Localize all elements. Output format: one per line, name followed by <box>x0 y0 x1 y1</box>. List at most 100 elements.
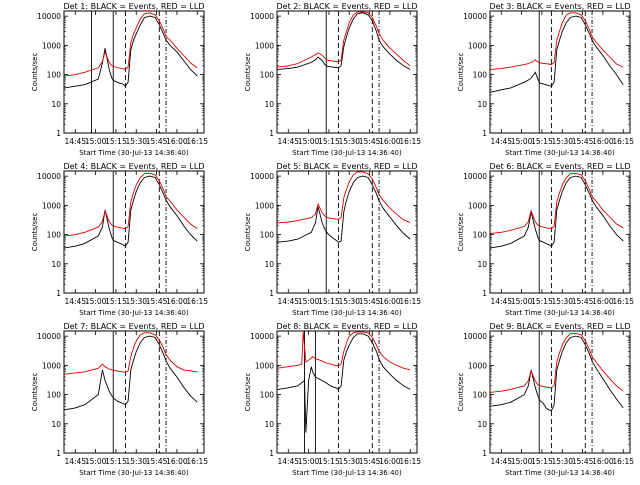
x-axis-label: Start Time (30-Jul-13 14:36:40) <box>505 309 615 317</box>
plot-frame <box>489 170 631 294</box>
y-axis-label: Counts/sec <box>457 373 465 412</box>
x-tick-label: 15:30 <box>551 457 573 466</box>
y-tick-label: 1000 <box>42 201 61 210</box>
x-tick-label: 15:45 <box>572 137 594 146</box>
x-tick-label: 14:45 <box>64 137 86 146</box>
x-tick-label: 15:15 <box>105 297 127 306</box>
x-tick-label: 15:15 <box>105 137 127 146</box>
x-tick-label: 15:30 <box>125 297 147 306</box>
panel-title: Det 8: BLACK = Events, RED = LLD <box>277 322 418 331</box>
x-tick-label: 16:15 <box>186 457 208 466</box>
y-axis-label: Counts/sec <box>457 213 465 252</box>
y-tick-label: 100 <box>47 71 62 80</box>
events-series-line <box>490 335 624 412</box>
y-axis-label: Counts/sec <box>244 373 252 412</box>
y-tick-label: 1000 <box>255 41 274 50</box>
y-tick-label: 100 <box>473 231 488 240</box>
y-tick-label: 10000 <box>37 332 61 341</box>
y-tick-label: 1000 <box>42 361 61 370</box>
y-tick-label: 10 <box>264 100 274 109</box>
y-tick-label: 10 <box>477 100 487 109</box>
y-axis-label: Counts/sec <box>31 373 39 412</box>
y-tick-label: 1000 <box>468 41 487 50</box>
y-tick-label: 10 <box>264 260 274 269</box>
x-tick-label: 16:00 <box>379 297 401 306</box>
y-tick-label: 10 <box>51 100 61 109</box>
x-tick-label: 15:00 <box>85 457 107 466</box>
x-tick-label: 15:15 <box>318 137 340 146</box>
x-tick-label: 16:15 <box>399 137 421 146</box>
y-tick-label: 1 <box>56 449 61 458</box>
panel-det-7: Det 7: BLACK = Events, RED = LLD Counts/s… <box>31 322 208 477</box>
events-series-line <box>64 175 198 249</box>
panel-title: Det 2: BLACK = Events, RED = LLD <box>277 2 418 11</box>
x-tick-label: 16:00 <box>592 297 614 306</box>
y-axis-label: Counts/sec <box>244 53 252 92</box>
x-axis-label: Start Time (30-Jul-13 14:36:40) <box>292 149 402 157</box>
panel-title: Det 9: BLACK = Events, RED = LLD <box>490 322 631 331</box>
plot-frame <box>63 170 205 294</box>
x-tick-label: 15:30 <box>125 137 147 146</box>
x-tick-label: 15:00 <box>298 137 320 146</box>
y-tick-label: 10000 <box>463 332 487 341</box>
x-tick-label: 15:45 <box>359 137 381 146</box>
x-tick-label: 15:30 <box>338 457 360 466</box>
x-tick-label: 15:45 <box>572 297 594 306</box>
x-tick-label: 16:15 <box>186 137 208 146</box>
y-tick-label: 10 <box>51 260 61 269</box>
plot-frame <box>276 330 418 454</box>
y-tick-label: 10 <box>477 260 487 269</box>
x-tick-label: 15:00 <box>85 137 107 146</box>
y-tick-label: 100 <box>47 231 62 240</box>
plot-frame <box>489 10 631 134</box>
y-tick-label: 10 <box>264 420 274 429</box>
x-tick-label: 16:15 <box>399 457 421 466</box>
plot-frame <box>276 10 418 134</box>
y-tick-label: 100 <box>260 231 275 240</box>
x-tick-label: 15:15 <box>318 457 340 466</box>
y-tick-label: 1 <box>269 129 274 138</box>
panel-det-6: Det 6: BLACK = Events, RED = LLD Counts/s… <box>457 162 634 317</box>
y-tick-label: 10000 <box>37 172 61 181</box>
x-tick-label: 16:15 <box>612 297 634 306</box>
x-tick-label: 14:45 <box>277 137 299 146</box>
x-tick-label: 15:00 <box>511 137 533 146</box>
events-series-line <box>490 175 624 249</box>
x-tick-label: 14:45 <box>490 457 512 466</box>
panel-title: Det 5: BLACK = Events, RED = LLD <box>277 162 418 171</box>
events-series-line <box>277 12 411 70</box>
panel-det-5: Det 5: BLACK = Events, RED = LLD Counts/s… <box>244 162 421 317</box>
x-tick-label: 16:00 <box>166 137 188 146</box>
panel-title: Det 7: BLACK = Events, RED = LLD <box>64 322 205 331</box>
y-tick-label: 100 <box>47 391 62 400</box>
lld-series-line <box>277 11 411 68</box>
events-series-line <box>277 175 411 243</box>
x-tick-label: 15:45 <box>146 137 168 146</box>
y-tick-label: 1000 <box>42 41 61 50</box>
x-tick-label: 15:45 <box>359 297 381 306</box>
x-tick-label: 15:30 <box>338 297 360 306</box>
x-tick-label: 15:15 <box>531 137 553 146</box>
x-tick-label: 15:30 <box>551 137 573 146</box>
x-tick-label: 15:45 <box>359 457 381 466</box>
x-tick-label: 14:45 <box>64 457 86 466</box>
x-tick-label: 15:45 <box>146 297 168 306</box>
y-tick-label: 10 <box>477 420 487 429</box>
y-tick-label: 1 <box>56 289 61 298</box>
x-tick-label: 16:00 <box>166 457 188 466</box>
x-tick-label: 16:15 <box>612 457 634 466</box>
y-tick-label: 1000 <box>468 361 487 370</box>
y-tick-label: 1 <box>269 289 274 298</box>
x-tick-label: 15:15 <box>531 297 553 306</box>
x-tick-label: 15:00 <box>511 457 533 466</box>
plot-frame <box>489 330 631 454</box>
x-tick-label: 14:45 <box>277 457 299 466</box>
events-series-line <box>64 15 198 89</box>
y-axis-label: Counts/sec <box>31 53 39 92</box>
y-tick-label: 100 <box>473 71 488 80</box>
x-axis-label: Start Time (30-Jul-13 14:36:40) <box>292 469 402 477</box>
y-tick-label: 1 <box>482 289 487 298</box>
events-series-line <box>64 335 198 411</box>
panel-det-3: Det 3: BLACK = Events, RED = LLD Counts/s… <box>457 2 634 157</box>
